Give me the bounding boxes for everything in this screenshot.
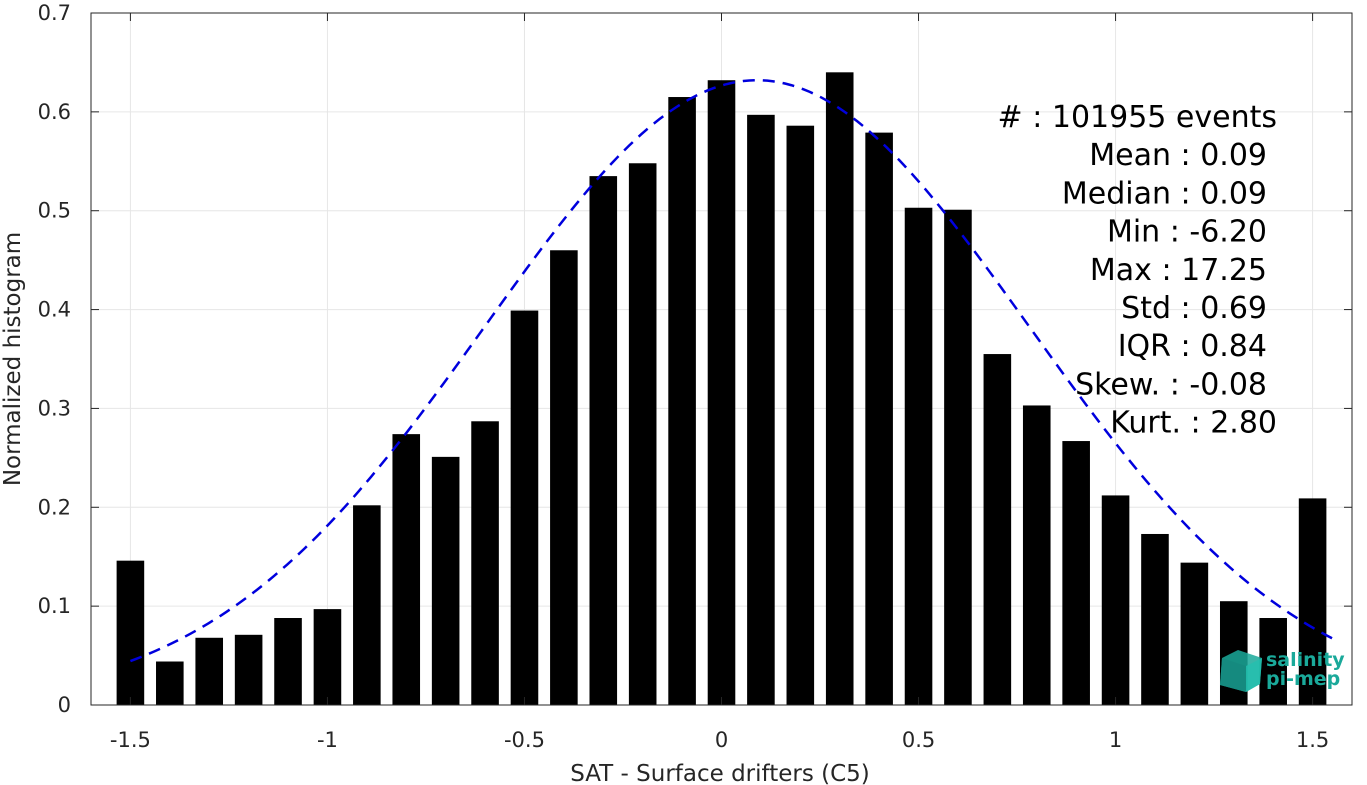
y-tick-label: 0 bbox=[58, 693, 71, 717]
histogram-bar bbox=[668, 97, 696, 706]
stat-line: Std : 0.69 bbox=[1121, 291, 1267, 326]
x-tick-label: 1 bbox=[1109, 728, 1122, 752]
histogram-bar bbox=[747, 114, 775, 705]
histogram-bar bbox=[392, 434, 421, 705]
x-axis-label: SAT - Surface drifters (C5) bbox=[570, 761, 870, 785]
y-axis-label: Normalized histogram bbox=[0, 232, 26, 486]
histogram-bar bbox=[904, 207, 933, 705]
x-tick-labels: -1.5 -1 -0.5 0 0.5 1 1.5 bbox=[110, 728, 1329, 752]
y-tick-label: 0.7 bbox=[38, 1, 71, 25]
histogram-bar bbox=[550, 250, 578, 705]
histogram-bar bbox=[589, 176, 618, 706]
histogram-bar bbox=[353, 505, 381, 705]
histogram-bar bbox=[471, 421, 499, 705]
x-tick-label: 1.5 bbox=[1296, 728, 1329, 752]
histogram-bar bbox=[786, 125, 815, 705]
histogram-bar bbox=[234, 634, 263, 705]
gaussian-fit-curve bbox=[129, 78, 1333, 663]
stat-line: Median : 0.09 bbox=[1062, 176, 1267, 211]
y-tick-label: 0.5 bbox=[38, 199, 71, 223]
histogram-bar bbox=[510, 310, 539, 705]
histogram-bar bbox=[1062, 441, 1090, 705]
logo-text-line2: pi-mep bbox=[1266, 668, 1340, 690]
x-tick-label: 0 bbox=[715, 728, 728, 752]
stat-line: Kurt. : 2.80 bbox=[1110, 406, 1277, 441]
stat-line: Max : 17.25 bbox=[1090, 253, 1267, 288]
y-tick-label: 0.3 bbox=[38, 396, 71, 420]
histogram-bar bbox=[1022, 405, 1051, 705]
histogram-bar bbox=[431, 456, 460, 705]
stat-line: IQR : 0.84 bbox=[1118, 329, 1267, 364]
x-tick-label: 0.5 bbox=[902, 728, 935, 752]
histogram-bar bbox=[1141, 533, 1169, 705]
histogram-bar bbox=[944, 209, 972, 705]
y-tick-labels: 0 0.1 0.2 0.3 0.4 0.5 0.6 0.7 bbox=[38, 1, 71, 717]
x-tick-label: -0.5 bbox=[504, 728, 545, 752]
histogram-bar bbox=[116, 560, 145, 705]
histogram-bar bbox=[825, 72, 854, 706]
x-tick-label: -1 bbox=[317, 728, 338, 752]
y-tick-label: 0.4 bbox=[38, 298, 71, 322]
cube-icon bbox=[1220, 650, 1262, 692]
histogram-bar bbox=[1101, 495, 1130, 705]
stat-line: # : 101955 events bbox=[998, 100, 1277, 135]
histogram-bar bbox=[313, 609, 342, 705]
histogram-bar bbox=[628, 163, 657, 705]
axis-ticks bbox=[91, 12, 1352, 706]
histogram-bar bbox=[1180, 562, 1209, 705]
histogram-bar bbox=[1259, 618, 1287, 705]
histogram-bar bbox=[156, 661, 184, 705]
logo-text-line1: salinity bbox=[1266, 649, 1345, 671]
y-tick-label: 0.2 bbox=[38, 495, 71, 519]
histogram-bar bbox=[195, 637, 224, 705]
x-tick-label: -1.5 bbox=[110, 728, 151, 752]
histogram-bar bbox=[1298, 498, 1327, 705]
stat-line: Mean : 0.09 bbox=[1089, 138, 1267, 173]
stat-line: Skew. : -0.08 bbox=[1075, 367, 1267, 402]
histogram-bar bbox=[274, 618, 302, 705]
histogram-bar bbox=[707, 80, 736, 706]
y-tick-label: 0.6 bbox=[38, 100, 71, 124]
y-tick-label: 0.1 bbox=[38, 594, 71, 618]
stat-line: Min : -6.20 bbox=[1107, 215, 1267, 250]
histogram-bar bbox=[865, 132, 893, 706]
salinity-pi-mep-logo: salinity pi-mep bbox=[1220, 649, 1345, 692]
bars bbox=[116, 72, 1327, 706]
histogram-bar bbox=[983, 354, 1012, 705]
